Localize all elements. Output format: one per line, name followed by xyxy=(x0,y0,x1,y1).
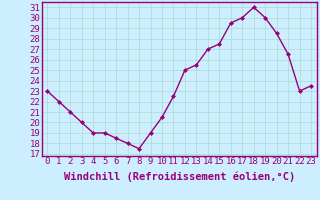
X-axis label: Windchill (Refroidissement éolien,°C): Windchill (Refroidissement éolien,°C) xyxy=(64,172,295,182)
